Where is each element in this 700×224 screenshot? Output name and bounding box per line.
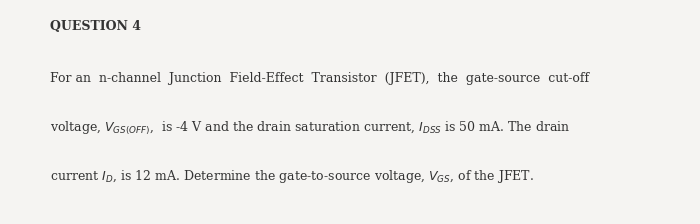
- Text: For an  n-channel  Junction  Field-Effect  Transistor  (JFET),  the  gate-source: For an n-channel Junction Field-Effect T…: [50, 72, 589, 85]
- Text: voltage, $V_{GS(OFF)}$,  is -4 V and the drain saturation current, $I_{DSS}$ is : voltage, $V_{GS(OFF)}$, is -4 V and the …: [50, 120, 570, 137]
- Text: current $I_D$, is 12 mA. Determine the gate-to-source voltage, $V_{GS}$, of the : current $I_D$, is 12 mA. Determine the g…: [50, 168, 535, 185]
- Text: QUESTION 4: QUESTION 4: [50, 20, 141, 33]
